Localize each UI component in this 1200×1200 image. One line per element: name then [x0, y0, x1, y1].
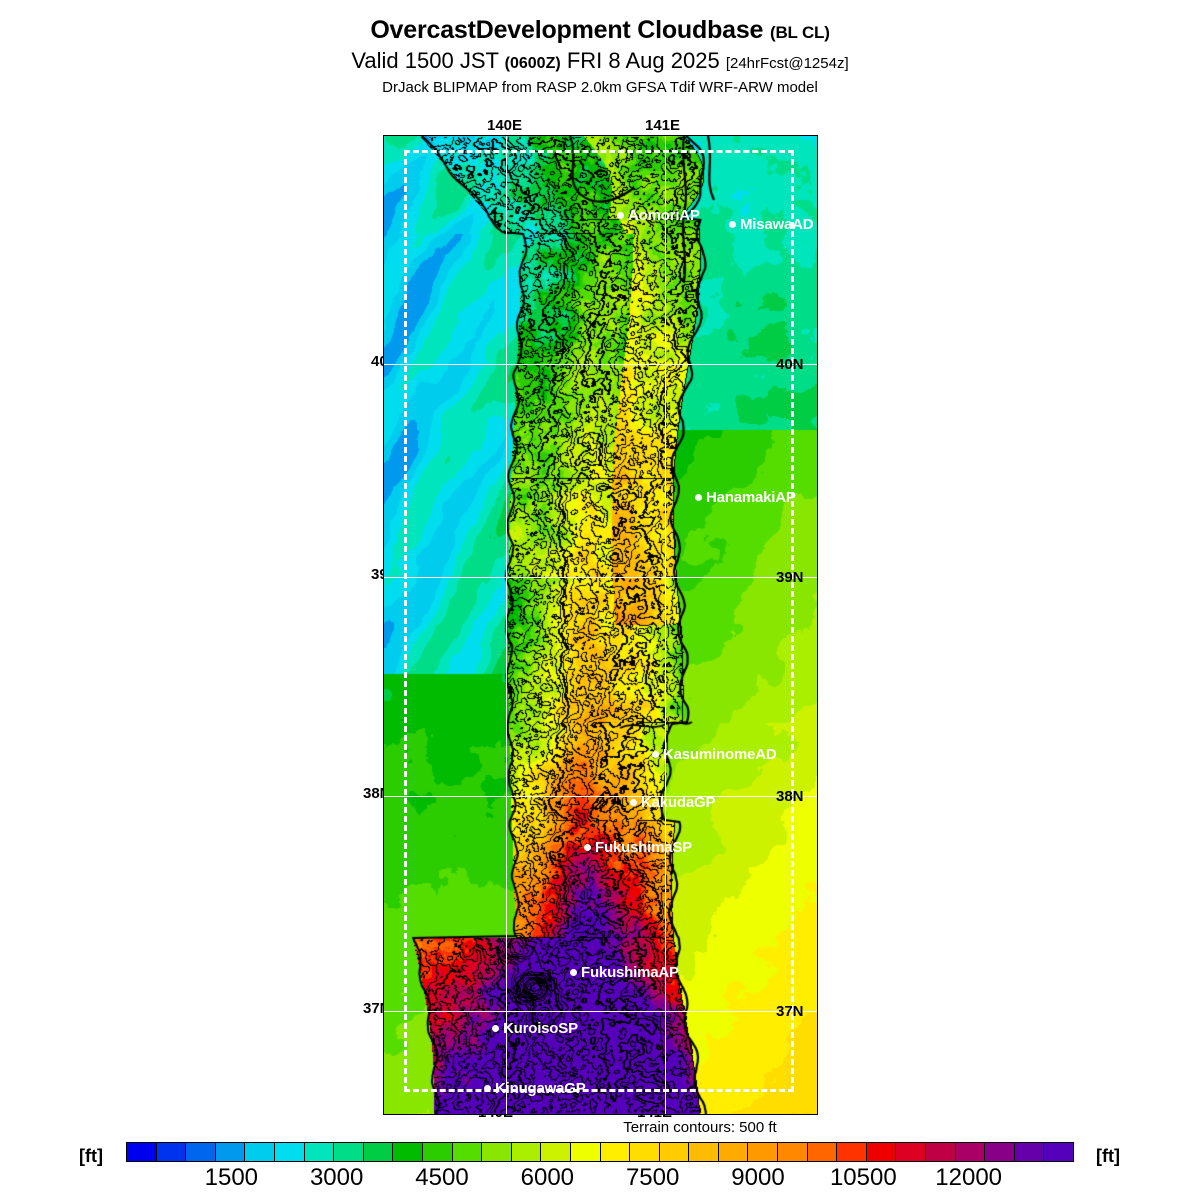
colorbar-segment-23	[807, 1143, 838, 1161]
colorbar-segment-8	[363, 1143, 394, 1161]
colorbar-segment-3	[215, 1143, 246, 1161]
colorbar-segment-15	[570, 1143, 601, 1161]
colorbar-segment-17	[630, 1143, 660, 1161]
valid-prefix: Valid 1500 JST	[351, 48, 499, 73]
colorbar-unit-right: [ft]	[1096, 1146, 1120, 1166]
colorbar-segment-1	[156, 1143, 187, 1161]
colorbar-segment-11	[452, 1143, 483, 1161]
colorbar-segment-10	[422, 1143, 453, 1161]
title-block: OvercastDevelopment Cloudbase (BL CL) Va…	[0, 18, 1200, 96]
colorbar-tick-4500: 4500	[415, 1164, 469, 1191]
colorbar-segment-19	[689, 1143, 719, 1161]
forecast-map[interactable]: 40N 39N 38N 37N AomoriAP MisawaAD Hanamaki…	[383, 135, 818, 1115]
lon-label-top-140e: 140E	[487, 117, 523, 134]
colorbar-tick-7500: 7500	[625, 1164, 680, 1191]
colorbar-segment-24	[837, 1143, 867, 1161]
colorbar-segment-7	[334, 1143, 364, 1161]
colorbar-tick-10500: 10500	[829, 1164, 897, 1191]
colorbar-segment-31	[1044, 1143, 1073, 1161]
colorbar-segment-13	[511, 1143, 542, 1161]
colorbar-segment-18	[659, 1143, 690, 1161]
valid-time-line: Valid 1500 JST (0600Z) FRI 8 Aug 2025 [2…	[0, 50, 1200, 72]
colorbar[interactable]	[126, 1142, 1074, 1162]
colorbar-tick-labels: 1500 3000 4500 6000 7500 9000 10500 12000	[126, 1164, 1074, 1194]
colorbar-segment-26	[896, 1143, 927, 1161]
colorbar-segment-29	[985, 1143, 1015, 1161]
colorbar-segment-14	[541, 1143, 571, 1161]
valid-utc: (0600Z)	[504, 55, 561, 72]
contour-note: Terrain contours: 500 ft	[0, 1119, 1200, 1136]
colorbar-tick-12000: 12000	[935, 1164, 1003, 1191]
colorbar-segment-12	[482, 1143, 512, 1161]
colorbar-segment-27	[926, 1143, 956, 1161]
colorbar-tick-9000: 9000	[731, 1164, 785, 1191]
colorbar-segment-16	[600, 1143, 631, 1161]
colorbar-tick-3000: 3000	[309, 1164, 364, 1191]
contour-note-text: Terrain contours: 500 ft	[623, 1119, 777, 1136]
colorbar-segment-30	[1014, 1143, 1045, 1161]
colorbar-segment-21	[748, 1143, 779, 1161]
colorbar-region: [ft] [ft] 1500 3000 4500 6000 7500 9000 10500 1…	[0, 1142, 1200, 1198]
colorbar-tick-6000: 6000	[520, 1164, 575, 1191]
map-raster-canvas[interactable]	[384, 136, 817, 1114]
colorbar-segment-22	[778, 1143, 808, 1161]
colorbar-segment-2	[186, 1143, 216, 1161]
colorbar-segment-9	[393, 1143, 423, 1161]
colorbar-tick-1500: 1500	[204, 1164, 259, 1191]
valid-date: FRI 8 Aug 2025	[566, 48, 720, 73]
colorbar-segment-28	[955, 1143, 986, 1161]
title-param-code: (BL CL)	[770, 23, 830, 42]
page-title: OvercastDevelopment Cloudbase (BL CL)	[0, 18, 1200, 43]
colorbar-segment-5	[274, 1143, 305, 1161]
colorbar-segment-0	[127, 1143, 157, 1161]
colorbar-unit-left: [ft]	[79, 1146, 103, 1166]
colorbar-segment-4	[245, 1143, 275, 1161]
forecast-tag: [24hrFcst@1254z]	[725, 55, 849, 72]
colorbar-segment-25	[866, 1143, 897, 1161]
lon-label-top-141e: 141E	[645, 117, 681, 134]
colorbar-segment-6	[304, 1143, 335, 1161]
title-main-text: OvercastDevelopment Cloudbase	[370, 16, 764, 44]
colorbar-segment-20	[718, 1143, 749, 1161]
model-line: DrJack BLIPMAP from RASP 2.0km GFSA Tdif…	[382, 79, 818, 96]
